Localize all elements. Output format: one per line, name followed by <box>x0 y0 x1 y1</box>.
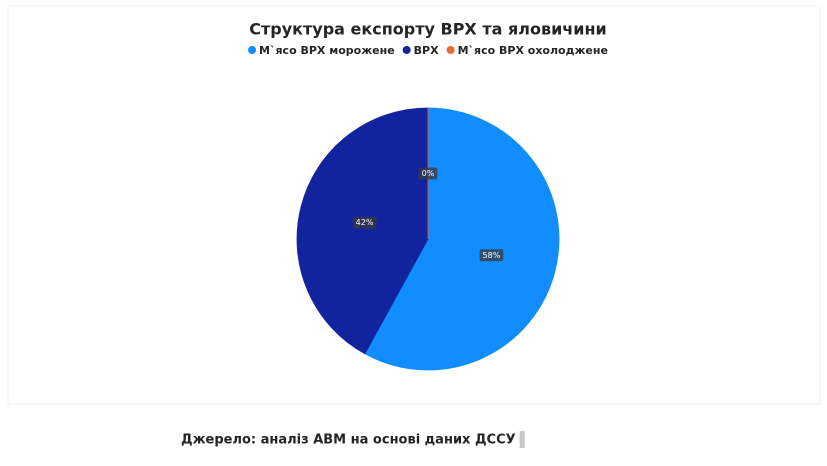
legend: М`ясо ВРХ морожене ВРХ М`ясо ВРХ охолоджен… <box>248 44 608 57</box>
data-label-bg <box>479 249 504 262</box>
chart-title: Структура експорту ВРХ та яловичини <box>249 20 607 39</box>
data-label-bg <box>352 216 377 229</box>
legend-marker <box>248 46 257 54</box>
data-label-text: 0% <box>422 169 435 178</box>
data-label: 0% <box>418 167 438 180</box>
data-label-text: 42% <box>356 218 374 227</box>
legend-label: М`ясо ВРХ морожене <box>259 44 395 57</box>
source-note: Джерело: аналіз АВМ на основі даних ДССУ <box>181 433 516 448</box>
legend-label: ВРХ <box>414 44 439 57</box>
data-label-text: 58% <box>483 251 501 260</box>
data-label: 58% <box>479 249 504 262</box>
pie-slice <box>296 107 429 355</box>
data-label: 42% <box>352 216 377 229</box>
legend-label: М`ясо ВРХ охолоджене <box>458 44 608 57</box>
legend-marker <box>446 46 455 54</box>
pie-slice <box>364 107 560 371</box>
source-marker <box>519 431 525 448</box>
legend-marker <box>402 46 411 54</box>
data-label-bg <box>418 167 438 180</box>
